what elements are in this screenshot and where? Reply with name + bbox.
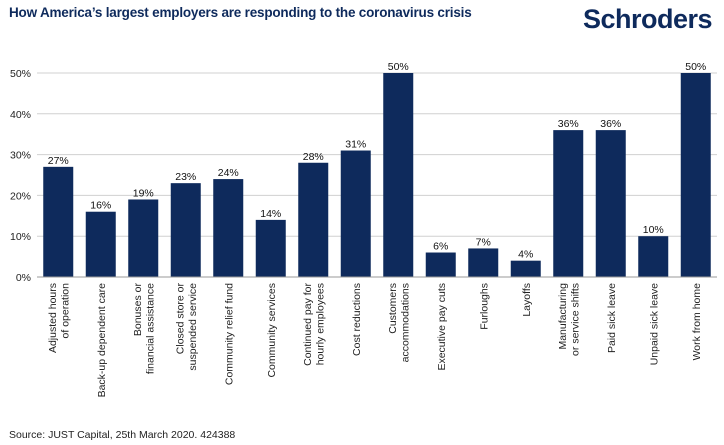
category-label: Unpaid sick leave: [648, 283, 660, 365]
y-tick-label: 20%: [10, 190, 31, 202]
bar: [510, 260, 541, 277]
category-label: financial assistance: [145, 283, 157, 374]
bar: [553, 130, 584, 277]
y-tick-label: 40%: [10, 109, 31, 121]
data-label: 27%: [48, 155, 69, 167]
category-label: Community services: [266, 283, 278, 378]
y-tick-label: 0%: [16, 272, 31, 284]
data-label: 36%: [558, 118, 579, 130]
category-label: Manufacturing: [557, 283, 569, 350]
data-label: 16%: [90, 200, 111, 212]
category-label: Paid sick leave: [606, 283, 618, 353]
data-label: 28%: [303, 151, 324, 163]
bar: [680, 73, 711, 277]
data-label: 4%: [518, 249, 533, 261]
data-label: 24%: [218, 167, 239, 179]
bar: [85, 211, 116, 277]
data-label: 50%: [685, 61, 706, 73]
data-label: 23%: [175, 171, 196, 183]
bar: [128, 199, 159, 277]
data-label: 14%: [260, 208, 281, 220]
category-label: Community relief fund: [223, 283, 235, 385]
data-label: 10%: [643, 224, 664, 236]
schroders-logo: Schroders: [582, 4, 713, 34]
category-label: Continued pay for: [302, 282, 314, 365]
bar: [383, 73, 414, 277]
bar: [595, 130, 626, 277]
data-label: 50%: [388, 61, 409, 73]
category-label: Adjusted hours: [47, 283, 59, 353]
category-label: Closed store or: [175, 283, 187, 355]
bar: [340, 150, 371, 277]
bar: [43, 166, 74, 277]
category-label: Cost reductions: [351, 283, 363, 356]
data-label: 6%: [433, 241, 448, 253]
bar: [425, 252, 456, 277]
category-label: accommodations: [400, 283, 412, 362]
y-tick-label: 30%: [10, 150, 31, 162]
bar: [255, 219, 286, 277]
data-label: 19%: [133, 187, 154, 199]
category-label: Layoffs: [521, 283, 533, 317]
category-label: Work from home: [691, 283, 703, 361]
category-label: Customers: [387, 283, 399, 334]
category-label: Furloughs: [478, 283, 490, 330]
y-tick-label: 10%: [10, 231, 31, 243]
bar: [170, 183, 201, 277]
category-label: Bonuses or: [132, 283, 144, 337]
data-label: 36%: [600, 118, 621, 130]
bar: [298, 162, 329, 277]
category-label: Executive pay cuts: [436, 283, 448, 371]
data-label: 31%: [345, 139, 366, 151]
category-label: Back-up dependent care: [96, 283, 108, 398]
data-label: 7%: [476, 236, 491, 248]
source-note: Source: JUST Capital, 25th March 2020. 4…: [9, 429, 236, 441]
category-label: of operation: [60, 283, 72, 339]
category-label: or service shifts: [570, 283, 582, 356]
category-label: hourly employees: [315, 283, 327, 365]
bar: [638, 236, 669, 277]
chart-title: How America’s largest employers are resp…: [9, 5, 472, 20]
y-tick-label: 50%: [10, 68, 31, 80]
category-label: suspended service: [187, 283, 199, 371]
bar: [213, 179, 244, 277]
bar: [468, 248, 499, 277]
